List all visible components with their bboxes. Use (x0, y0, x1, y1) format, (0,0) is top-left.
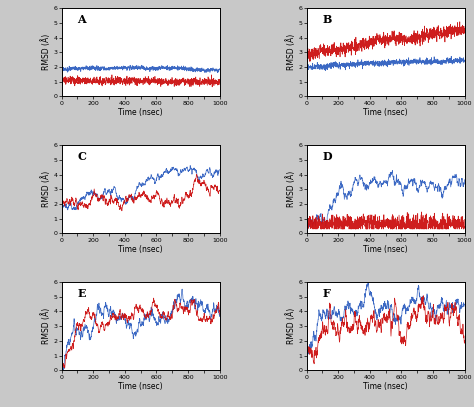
X-axis label: Time (nsec): Time (nsec) (118, 108, 163, 117)
Text: C: C (77, 151, 86, 162)
X-axis label: Time (nsec): Time (nsec) (363, 382, 408, 391)
Text: F: F (322, 288, 330, 299)
Y-axis label: RMSD (Å): RMSD (Å) (286, 171, 296, 208)
Y-axis label: RMSD (Å): RMSD (Å) (42, 308, 51, 344)
Y-axis label: RMSD (Å): RMSD (Å) (42, 171, 51, 208)
Y-axis label: RMSD (Å): RMSD (Å) (42, 34, 51, 70)
Text: A: A (77, 14, 86, 25)
X-axis label: Time (nsec): Time (nsec) (363, 108, 408, 117)
X-axis label: Time (nsec): Time (nsec) (363, 245, 408, 254)
Text: B: B (322, 14, 332, 25)
Y-axis label: RMSD (Å): RMSD (Å) (286, 308, 296, 344)
Text: D: D (322, 151, 332, 162)
X-axis label: Time (nsec): Time (nsec) (118, 382, 163, 391)
Y-axis label: RMSD (Å): RMSD (Å) (286, 34, 296, 70)
Text: E: E (77, 288, 86, 299)
X-axis label: Time (nsec): Time (nsec) (118, 245, 163, 254)
